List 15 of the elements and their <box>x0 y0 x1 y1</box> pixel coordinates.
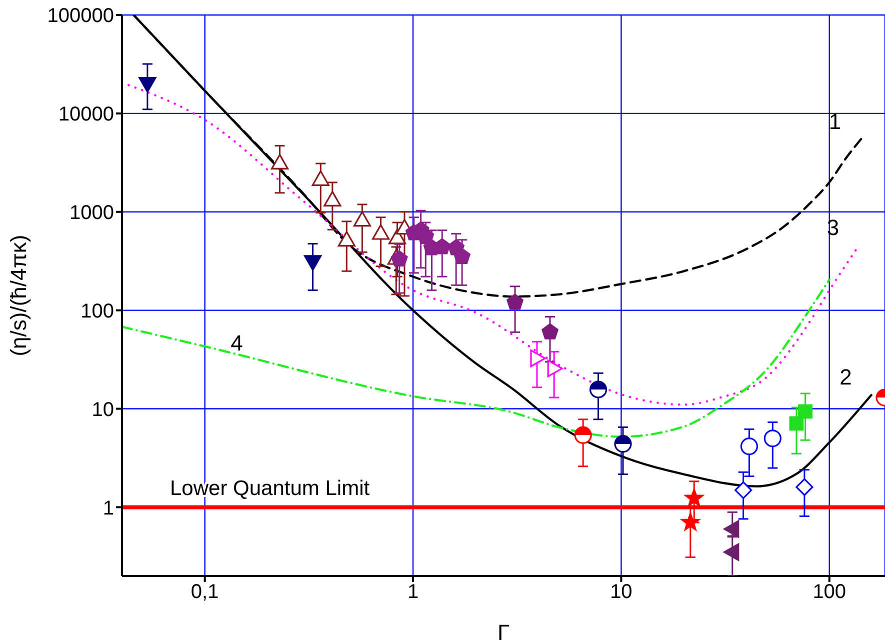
y-tick-label: 1 <box>102 497 114 520</box>
annotation: 1 <box>828 108 842 134</box>
x-axis-title: Γ <box>497 620 510 644</box>
y-axis-title: (η/s)/(ħ/4πκ) <box>6 234 31 356</box>
x-tick-label: 10 <box>610 581 632 604</box>
y-tick-label: 100 <box>80 300 114 322</box>
annotation: 2 <box>840 364 852 390</box>
y-tick-label: 10 <box>92 398 114 421</box>
annotation: 4 <box>230 330 243 356</box>
y-tick-label: 10000 <box>58 104 114 126</box>
x-tick-label: 100 <box>812 581 846 604</box>
x-tick-label: 1 <box>407 581 419 604</box>
x-tick-label: 0,1 <box>190 581 219 604</box>
y-tick-label: 100000 <box>47 5 114 28</box>
y-tick-label: 1000 <box>70 202 114 224</box>
